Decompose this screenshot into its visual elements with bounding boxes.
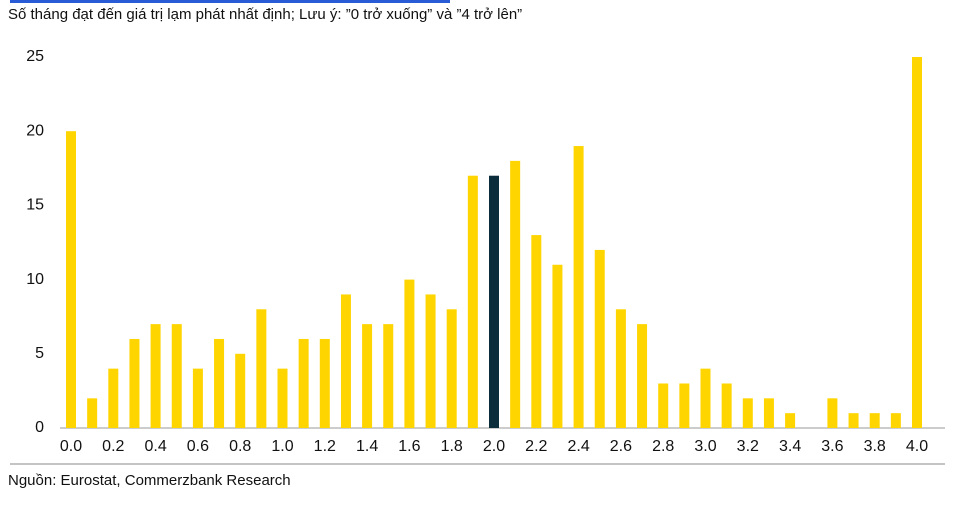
bar xyxy=(700,368,711,428)
bar xyxy=(552,264,563,428)
bar xyxy=(637,324,648,428)
bar xyxy=(277,368,288,428)
bar xyxy=(785,413,796,428)
x-tick-label: 1.4 xyxy=(356,438,378,455)
x-tick-label: 2.6 xyxy=(610,438,632,455)
bar xyxy=(319,338,330,428)
bar xyxy=(615,309,626,428)
bar xyxy=(510,160,521,428)
bar xyxy=(298,338,309,428)
y-tick-label: 20 xyxy=(26,122,44,139)
bar xyxy=(362,324,373,428)
x-tick-label: 0.8 xyxy=(229,438,251,455)
x-tick-label: 4.0 xyxy=(906,438,928,455)
bar xyxy=(742,398,753,428)
bar xyxy=(531,235,542,428)
x-tick-label: 1.0 xyxy=(271,438,293,455)
bar xyxy=(150,324,161,428)
x-tick-label: 1.6 xyxy=(398,438,420,455)
x-tick-label: 2.0 xyxy=(483,438,505,455)
x-tick-label: 0.0 xyxy=(60,438,82,455)
bar xyxy=(214,338,225,428)
x-tick-label: 3.6 xyxy=(821,438,843,455)
x-tick-label: 1.2 xyxy=(314,438,336,455)
bar xyxy=(679,383,690,428)
x-tick-label: 0.6 xyxy=(187,438,209,455)
bar xyxy=(721,383,732,428)
y-tick-label: 0 xyxy=(35,419,44,436)
bar xyxy=(340,294,351,428)
x-tick-label: 2.8 xyxy=(652,438,674,455)
y-tick-label: 5 xyxy=(35,345,44,362)
x-tick-label: 2.4 xyxy=(567,438,589,455)
bar xyxy=(912,57,922,428)
y-tick-label: 15 xyxy=(26,197,44,214)
bar xyxy=(827,398,838,428)
x-tick-label: 1.8 xyxy=(441,438,463,455)
x-tick-label: 2.2 xyxy=(525,438,547,455)
x-tick-label: 3.8 xyxy=(864,438,886,455)
bar xyxy=(573,146,584,429)
y-tick-label: 25 xyxy=(26,48,44,65)
bar xyxy=(467,175,478,428)
x-tick-label: 0.2 xyxy=(102,438,124,455)
x-tick-label: 3.4 xyxy=(779,438,801,455)
chart-title: Số tháng đạt đến giá trị lạm phát nhất đ… xyxy=(8,6,522,23)
source-note: Nguồn: Eurostat, Commerzbank Research xyxy=(8,472,291,489)
bar xyxy=(890,413,901,428)
header-strip xyxy=(10,0,450,3)
bar xyxy=(404,279,415,428)
x-tick-label: 3.0 xyxy=(694,438,716,455)
bar xyxy=(87,398,98,428)
bar xyxy=(763,398,774,428)
bar xyxy=(658,383,669,428)
x-tick-label: 3.2 xyxy=(737,438,759,455)
bar xyxy=(594,249,605,428)
y-tick-label: 10 xyxy=(26,271,44,288)
bar xyxy=(66,131,76,428)
bar xyxy=(256,309,267,428)
bar xyxy=(848,413,859,428)
bar xyxy=(171,324,182,428)
bar xyxy=(446,309,457,428)
bar xyxy=(129,338,140,428)
bar xyxy=(192,368,203,428)
bar xyxy=(383,324,394,428)
bar xyxy=(489,175,499,428)
bar xyxy=(108,368,119,428)
bar xyxy=(425,294,436,428)
x-tick-label: 0.4 xyxy=(144,438,166,455)
bar xyxy=(869,413,880,428)
bar xyxy=(235,353,246,428)
